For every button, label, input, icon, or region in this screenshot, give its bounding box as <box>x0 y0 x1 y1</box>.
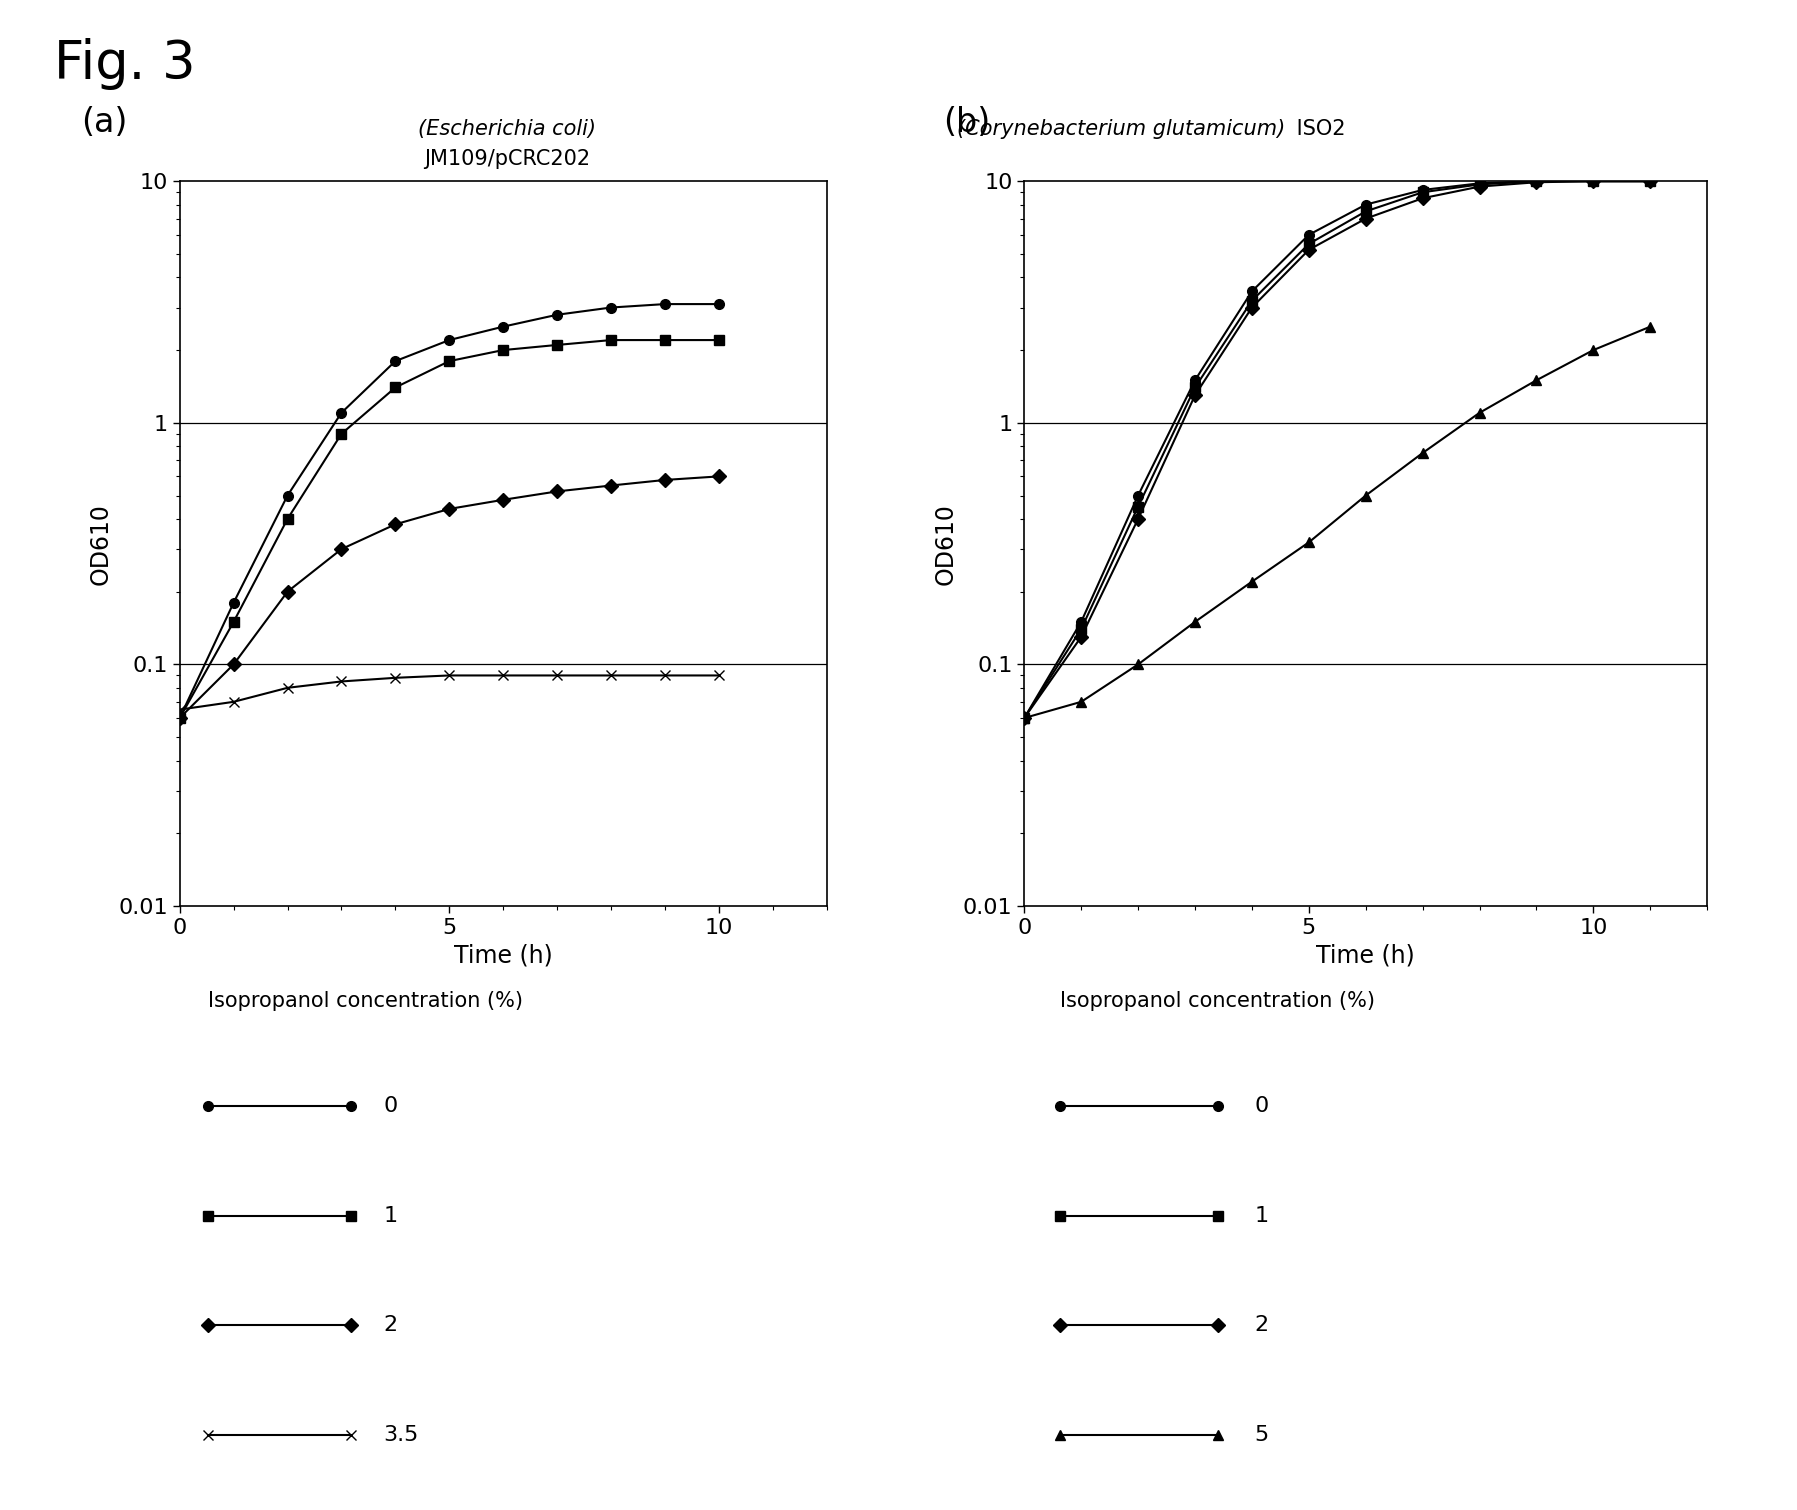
Text: (Corynebacterium glutamicum): (Corynebacterium glutamicum) <box>956 119 1285 139</box>
Text: Isopropanol concentration (%): Isopropanol concentration (%) <box>1060 992 1375 1012</box>
Y-axis label: OD610: OD610 <box>933 503 958 584</box>
Text: 0: 0 <box>1254 1096 1269 1116</box>
X-axis label: Time (h): Time (h) <box>1317 944 1414 968</box>
Text: 0: 0 <box>383 1096 397 1116</box>
Text: (Escherichia coli): (Escherichia coli) <box>417 119 597 139</box>
Text: 2: 2 <box>383 1315 397 1335</box>
Text: 1: 1 <box>383 1205 397 1226</box>
X-axis label: Time (h): Time (h) <box>455 944 552 968</box>
Text: Isopropanol concentration (%): Isopropanol concentration (%) <box>208 992 523 1012</box>
Text: 5: 5 <box>1254 1425 1269 1445</box>
Text: 1: 1 <box>1254 1205 1269 1226</box>
Text: (a): (a) <box>81 106 128 139</box>
Text: (b): (b) <box>943 106 990 139</box>
Text: 3.5: 3.5 <box>383 1425 419 1445</box>
Text: 2: 2 <box>1254 1315 1269 1335</box>
Text: Fig. 3: Fig. 3 <box>54 38 196 89</box>
Y-axis label: OD610: OD610 <box>88 503 113 584</box>
Text: ISO2: ISO2 <box>1290 119 1346 139</box>
Text: JM109/pCRC202: JM109/pCRC202 <box>424 149 589 169</box>
